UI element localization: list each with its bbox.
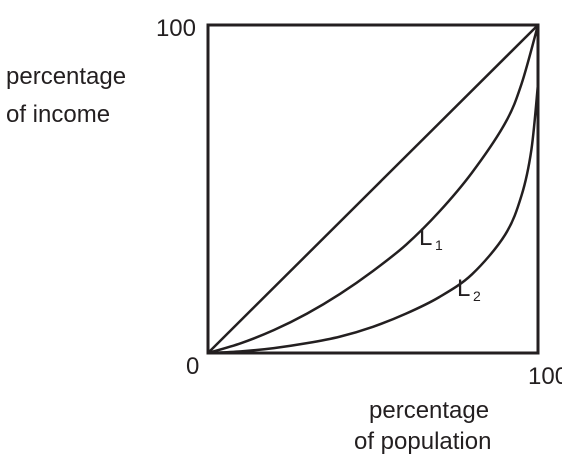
curve-label-l1-main: L bbox=[419, 224, 432, 251]
lorenz-curve-l2 bbox=[207, 25, 540, 355]
origin-tick: 0 bbox=[186, 353, 199, 380]
plot-frame bbox=[206, 23, 540, 355]
y-axis-label-line1: percentage bbox=[6, 63, 126, 90]
curve-label-l1: L 1 bbox=[419, 224, 443, 253]
curve-label-l2-main: L bbox=[457, 275, 470, 302]
y-axis-label-line2: of income bbox=[6, 101, 110, 128]
y-max-tick: 100 bbox=[156, 15, 196, 42]
lorenz-curve-l1 bbox=[207, 24, 540, 355]
equality-line bbox=[207, 24, 539, 354]
curves-layer bbox=[207, 24, 540, 355]
x-axis-label-line2: of population bbox=[354, 428, 491, 455]
curve-label-l2: L 2 bbox=[457, 275, 481, 304]
curve-label-l2-sub: 2 bbox=[473, 288, 481, 304]
curve-label-l1-sub: 1 bbox=[435, 237, 443, 253]
x-max-tick: 100 bbox=[528, 363, 562, 390]
x-axis-label-line1: percentage bbox=[369, 397, 489, 424]
